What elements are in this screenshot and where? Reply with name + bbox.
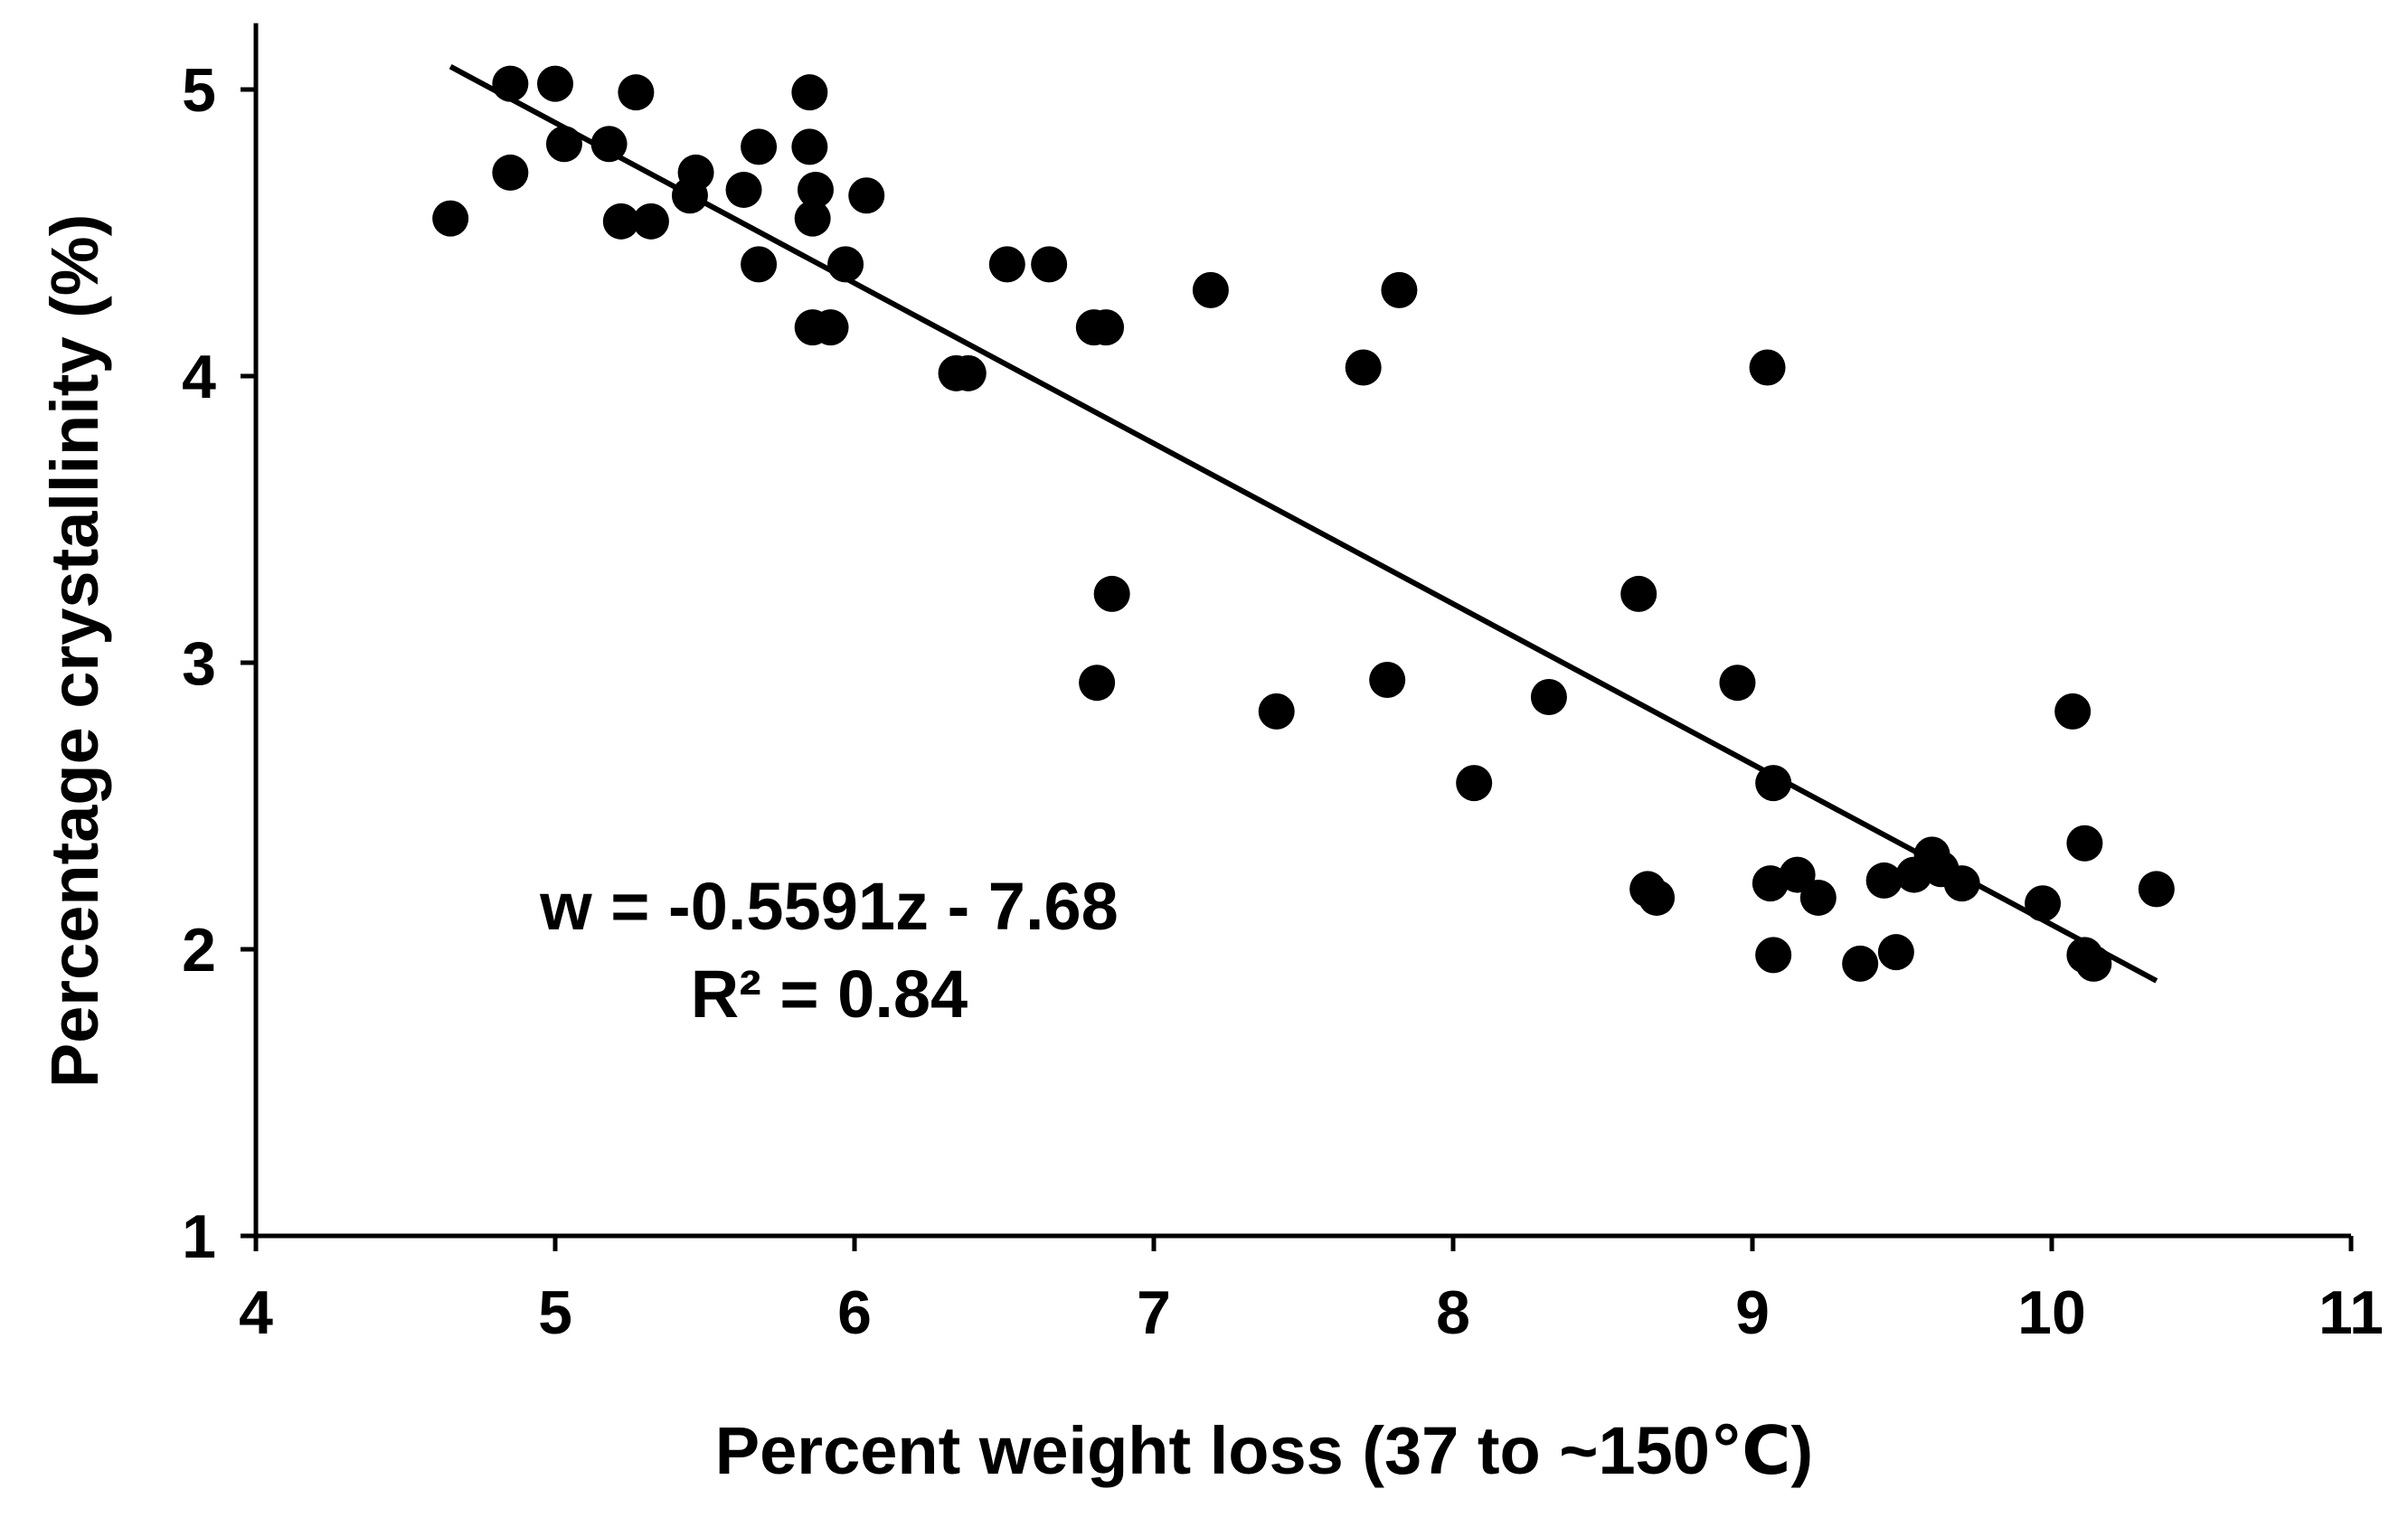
data-point <box>988 246 1025 283</box>
data-point <box>741 246 778 283</box>
data-point <box>590 126 628 163</box>
data-point <box>2054 693 2092 730</box>
axes <box>253 23 2351 1239</box>
data-point <box>1865 862 1903 899</box>
x-tick-label: 8 <box>1436 1278 1470 1347</box>
y-tick-label: 3 <box>182 629 216 698</box>
data-point <box>797 171 834 208</box>
data-point <box>1079 665 1116 702</box>
data-point <box>2025 885 2062 922</box>
data-point <box>794 200 831 237</box>
data-point <box>1093 575 1130 612</box>
data-point <box>2138 871 2175 908</box>
data-point <box>1192 271 1229 308</box>
data-point <box>1620 575 1657 612</box>
data-point <box>1842 945 1879 982</box>
x-tick-label: 4 <box>239 1278 273 1347</box>
data-point <box>1369 662 1406 699</box>
data-point <box>1456 765 1493 802</box>
data-point <box>741 128 778 165</box>
data-point <box>537 65 573 102</box>
data-point <box>1031 246 1068 283</box>
y-axis-title: Percentage crystallinity (%) <box>37 214 112 1088</box>
data-point <box>1530 679 1567 716</box>
data-point <box>1755 937 1792 974</box>
trendline <box>449 63 2158 984</box>
x-tick-label: 11 <box>2318 1278 2384 1347</box>
trendline-group <box>449 63 2158 984</box>
y-tick-label: 1 <box>182 1202 216 1271</box>
data-point <box>602 203 639 240</box>
data-point <box>827 246 864 283</box>
data-point <box>791 74 828 111</box>
data-point <box>2075 945 2112 982</box>
data-point <box>1943 865 1980 902</box>
data-point <box>1345 349 1382 386</box>
x-axis-title: Percent weight loss (37 to ~150℃) <box>715 1413 1813 1488</box>
data-point <box>677 154 714 191</box>
data-point <box>848 177 885 214</box>
y-tick-label: 5 <box>182 56 216 125</box>
data-point <box>1749 349 1786 386</box>
x-tick-label: 9 <box>1735 1278 1770 1347</box>
r-squared-label: R² = 0.84 <box>691 957 968 1032</box>
data-point <box>1258 693 1295 730</box>
y-tick-label: 2 <box>182 916 216 985</box>
data-point <box>1877 934 1914 971</box>
data-point <box>725 171 762 208</box>
data-point <box>492 65 529 102</box>
x-tick-label: 5 <box>538 1278 572 1347</box>
data-point <box>632 203 669 240</box>
data-point <box>432 200 469 237</box>
data-point <box>791 128 828 165</box>
data-point <box>1755 765 1792 802</box>
data-point <box>1088 309 1125 346</box>
data-point <box>1779 856 1816 893</box>
data-point <box>1381 271 1418 308</box>
data-point <box>2066 825 2103 862</box>
data-point <box>949 354 987 391</box>
data-points <box>432 65 2175 982</box>
data-point <box>492 154 529 191</box>
x-tick-label: 7 <box>1137 1278 1171 1347</box>
data-point <box>618 74 655 111</box>
x-tick-label: 6 <box>837 1278 872 1347</box>
y-tick-label: 4 <box>182 343 216 411</box>
regression-equation: w = -0.5591z - 7.68 <box>539 869 1119 944</box>
x-tick-label: 10 <box>2017 1278 2086 1347</box>
data-point <box>812 309 849 346</box>
data-point <box>545 126 582 163</box>
data-point <box>1719 665 1756 702</box>
data-point <box>1638 879 1676 916</box>
data-point <box>1799 879 1837 916</box>
